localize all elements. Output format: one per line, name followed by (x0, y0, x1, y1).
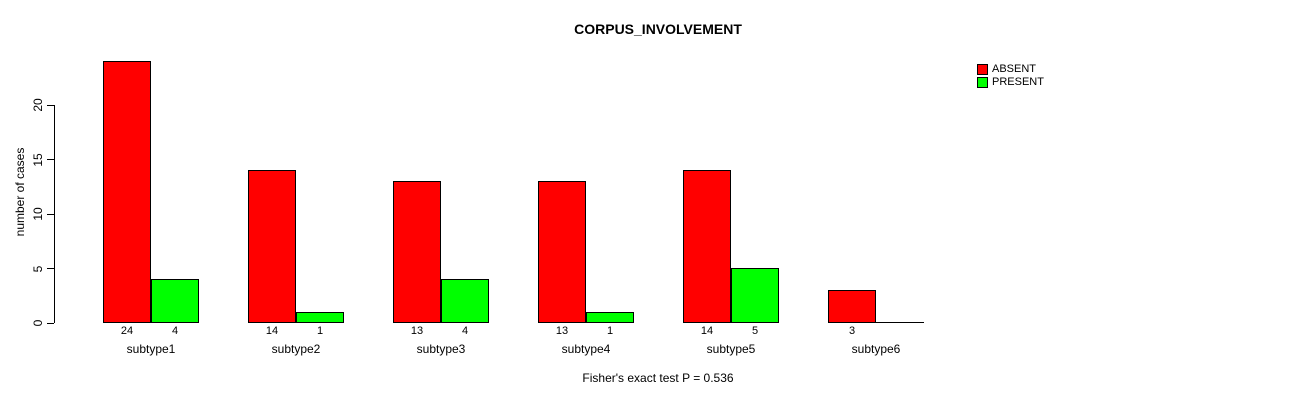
bar-value-label: 14 (265, 325, 279, 337)
bar-value-label: 5 (751, 325, 759, 337)
legend-item-absent: ABSENT (977, 63, 1044, 76)
bar-value-label: 1 (606, 325, 614, 337)
legend-item-present: PRESENT (977, 76, 1044, 89)
legend-swatch-present (977, 77, 988, 88)
bar-subtype5-present (731, 268, 779, 323)
bar-value-label: 4 (171, 325, 179, 337)
bar-value-label: 13 (410, 325, 424, 337)
x-category-label: subtype4 (561, 342, 611, 356)
chart-title: CORPUS_INVOLVEMENT (574, 21, 742, 37)
legend: ABSENT PRESENT (977, 63, 1044, 89)
bar-subtype2-present (296, 312, 344, 323)
y-axis-label: number of cases (13, 147, 27, 237)
y-tick-label: 20 (31, 98, 45, 112)
x-category-label: subtype1 (126, 342, 176, 356)
bar-subtype5-absent (683, 170, 731, 323)
y-tick-label: 0 (31, 319, 45, 327)
x-category-label: subtype3 (416, 342, 466, 356)
y-tick-label: 5 (31, 265, 45, 272)
y-tick (47, 104, 54, 106)
y-tick (47, 322, 54, 324)
legend-swatch-absent (977, 64, 988, 75)
y-axis-line (54, 105, 55, 323)
bar-value-label: 3 (848, 325, 856, 337)
y-tick-label: 15 (31, 152, 45, 167)
bar-value-label: 1 (316, 325, 324, 337)
legend-label-present: PRESENT (992, 76, 1044, 88)
statistic-caption: Fisher's exact test P = 0.536 (582, 371, 734, 385)
bar-subtype2-absent (248, 170, 296, 323)
bar-value-label: 4 (461, 325, 469, 337)
x-category-label: subtype5 (706, 342, 756, 356)
bar-subtype3-absent (393, 181, 441, 323)
x-category-label: subtype6 (851, 342, 901, 356)
bar-subtype6-present (876, 321, 924, 323)
x-category-label: subtype2 (271, 342, 321, 356)
bar-value-label: 14 (700, 325, 714, 337)
bar-subtype4-absent (538, 181, 586, 323)
bar-value-label: 13 (555, 325, 569, 337)
bar-subtype1-present (151, 279, 199, 323)
bar-subtype4-present (586, 312, 634, 323)
y-tick-label: 10 (31, 207, 45, 221)
y-tick (47, 159, 54, 160)
y-tick (47, 268, 54, 269)
bar-subtype1-absent (103, 61, 151, 323)
y-tick (47, 213, 54, 215)
bar-subtype6-absent (828, 290, 876, 323)
bar-subtype3-present (441, 279, 489, 323)
bar-value-label: 24 (120, 325, 134, 337)
legend-label-absent: ABSENT (992, 63, 1037, 75)
